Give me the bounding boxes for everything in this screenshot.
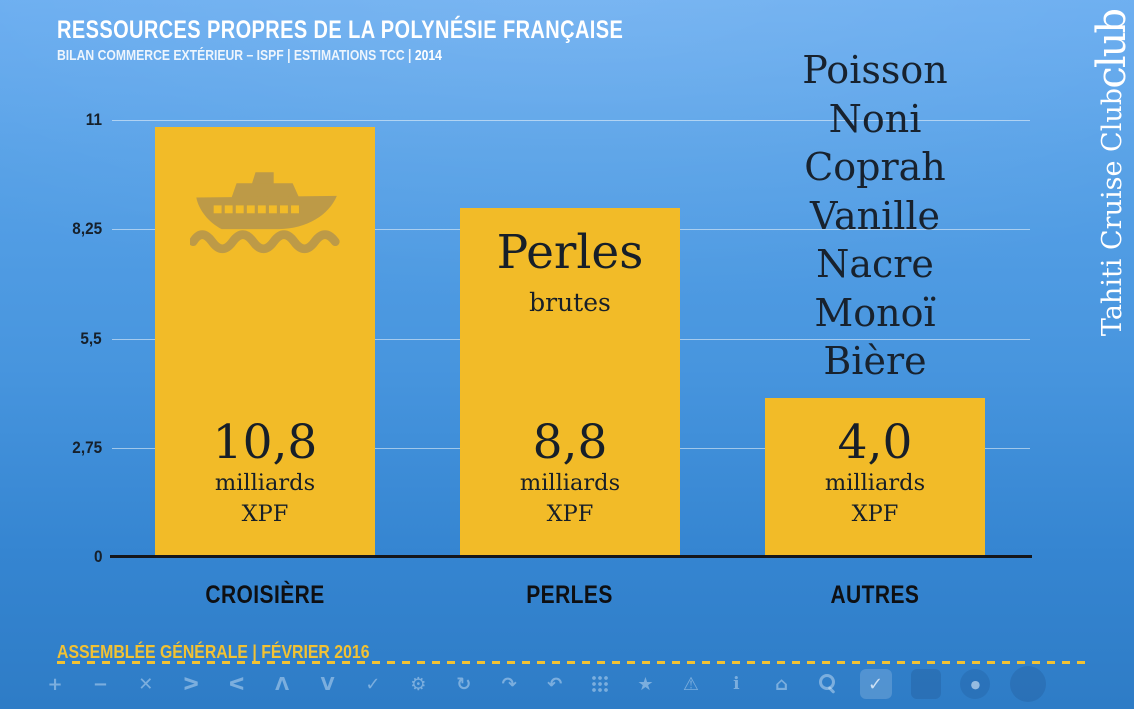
circle-icon[interactable] xyxy=(1009,666,1046,702)
value-currency: XPF xyxy=(851,500,899,527)
check-icon[interactable]: ✓ xyxy=(365,673,381,695)
warning-icon[interactable]: ⚠ xyxy=(682,673,699,695)
footer-dashed-line xyxy=(57,661,1090,664)
undo-icon[interactable]: ↶ xyxy=(547,673,563,695)
y-tick-label: 0 xyxy=(93,547,102,566)
list-item: Monoï xyxy=(814,290,936,335)
page-subtitle: BILAN COMMERCE EXTÉRIEUR – ISPF | ESTIMA… xyxy=(57,48,442,64)
value-amount: 10,8 xyxy=(212,414,318,470)
list-item: Nacre xyxy=(816,242,934,286)
tcc-logo-text: Tahiti Cruise Club xyxy=(1097,88,1128,337)
info-icon[interactable]: i xyxy=(733,674,740,694)
x-label-perles: PERLES xyxy=(526,581,614,609)
autres-product-list: Poisson Noni Coprah Vanille Nacre Monoï … xyxy=(763,46,987,386)
gear-icon[interactable]: ⚙ xyxy=(410,673,427,695)
square-icon[interactable] xyxy=(911,669,942,699)
list-item: Bière xyxy=(823,339,927,383)
x-label-croisiere: CROISIÈRE xyxy=(205,581,325,609)
search-icon[interactable] xyxy=(814,671,840,697)
tcc-logo-mark: club xyxy=(1089,10,1134,89)
bar-value-perles: 8,8 milliards XPF xyxy=(460,414,680,529)
refresh-icon[interactable]: ↻ xyxy=(456,673,472,695)
minus-icon[interactable]: − xyxy=(92,673,108,695)
x-label-autres: AUTRES xyxy=(830,581,920,609)
subtitle-year: 2014 xyxy=(414,48,442,64)
x-axis-line xyxy=(110,555,1032,558)
gridline xyxy=(112,120,1030,121)
value-currency: XPF xyxy=(241,500,289,527)
bar-autres: 4,0 milliards XPF xyxy=(765,398,985,557)
cruise-ship-icon xyxy=(190,172,340,254)
home-icon[interactable]: ⌂ xyxy=(775,673,789,695)
y-tick-label: 5,5 xyxy=(80,329,102,348)
value-unit: milliards xyxy=(824,470,926,497)
value-unit: milliards xyxy=(519,470,621,497)
bar-croisiere: 10,8 milliards XPF xyxy=(155,127,375,557)
value-currency: XPF xyxy=(546,500,594,527)
list-item: Coprah xyxy=(804,145,946,189)
list-item: Vanille xyxy=(809,193,941,238)
chevron-down-icon[interactable]: ᐯ xyxy=(320,673,335,695)
footer-label: ASSEMBLÉE GÉNÉRALE | FÉVRIER 2016 xyxy=(57,642,370,662)
chevron-left-icon[interactable]: ᐸ xyxy=(228,673,245,695)
annotation-subtitle: brutes xyxy=(529,287,611,317)
subtitle-text: BILAN COMMERCE EXTÉRIEUR – ISPF | ESTIMA… xyxy=(57,48,412,64)
annotation-title: Perles xyxy=(496,225,644,280)
list-item: Poisson xyxy=(802,48,948,92)
slide-header: RESSOURCES PROPRES DE LA POLYNÉSIE FRANÇ… xyxy=(57,16,765,65)
y-tick-label: 8,25 xyxy=(72,219,102,238)
grid-icon[interactable] xyxy=(587,671,613,697)
close-icon[interactable]: ✕ xyxy=(138,673,154,695)
value-amount: 4,0 xyxy=(837,414,913,470)
value-unit: milliards xyxy=(214,470,316,497)
bottom-toolbar: + − ✕ ᐳ ᐸ ᐱ ᐯ ✓ ⚙ ↻ ↷ ↶ ★ ⚠ i ⌂ ✓ ● xyxy=(42,666,1046,702)
y-tick-label: 11 xyxy=(85,110,102,129)
bar-value-croisiere: 10,8 milliards XPF xyxy=(155,414,375,529)
dot-circle-icon[interactable]: ● xyxy=(960,669,991,699)
redo-icon[interactable]: ↷ xyxy=(501,673,517,695)
bar-value-autres: 4,0 milliards XPF xyxy=(765,414,985,529)
list-item: Noni xyxy=(828,96,922,141)
page-title: RESSOURCES PROPRES DE LA POLYNÉSIE FRANÇ… xyxy=(57,16,624,44)
chevron-right-icon[interactable]: ᐳ xyxy=(183,673,200,695)
y-tick-label: 2,75 xyxy=(72,438,102,457)
bar-perles: Perles brutes 8,8 milliards XPF xyxy=(460,208,680,557)
value-amount: 8,8 xyxy=(532,414,608,470)
check-selected-icon[interactable]: ✓ xyxy=(859,669,892,699)
star-icon[interactable]: ★ xyxy=(637,673,654,695)
perles-annotation: Perles brutes xyxy=(460,224,680,323)
plus-icon[interactable]: + xyxy=(47,673,63,695)
chevron-up-icon[interactable]: ᐱ xyxy=(275,673,290,695)
